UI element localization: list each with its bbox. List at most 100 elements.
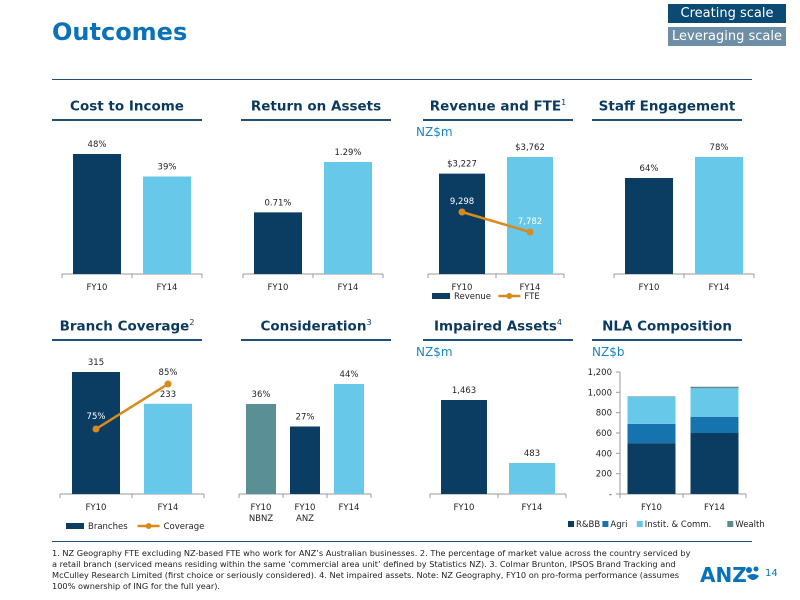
bar — [143, 176, 191, 274]
data-label: 233 — [160, 390, 176, 400]
y-tick-label: 400 — [596, 449, 612, 459]
footnote-divider — [52, 541, 752, 542]
bar — [509, 462, 555, 494]
data-label: 27% — [296, 413, 315, 423]
y-tick-label: 1,000 — [588, 388, 612, 398]
data-label: 48% — [88, 140, 107, 150]
anz-logo: ANZ — [700, 563, 747, 587]
bar — [695, 157, 743, 274]
panel-title-rule — [423, 339, 573, 341]
legend-label: Instit. & Comm. — [645, 520, 711, 530]
line-point — [526, 228, 534, 236]
x-tick-label: FY14 — [157, 283, 178, 293]
y-tick-label: 200 — [596, 470, 612, 480]
bar — [73, 154, 121, 274]
panel-title-rule — [592, 119, 742, 121]
legend-swatch — [636, 521, 643, 527]
badge-leveraging-scale[interactable]: Leveraging scale — [668, 27, 786, 46]
legend-label: FTE — [524, 292, 539, 302]
unit-label: NZ$b — [592, 345, 625, 359]
x-tick-label: FY10 — [452, 283, 473, 293]
footnote: 1. NZ Geography FTE excluding NZ-based F… — [52, 548, 691, 591]
panel-title: Consideration3 — [260, 318, 372, 335]
legend-marker — [506, 293, 513, 299]
legend-label: Wealth — [735, 520, 764, 530]
x-tick-label: ANZ — [296, 514, 314, 524]
data-label: $3,227 — [447, 160, 477, 170]
y-tick-label: 1,200 — [588, 368, 612, 378]
bar-agri — [690, 416, 739, 433]
bar — [246, 404, 276, 494]
legend-swatch — [66, 523, 84, 529]
panel-title-rule — [241, 339, 391, 341]
line-data-label: 85% — [159, 368, 178, 378]
data-label: 36% — [252, 390, 271, 400]
unit-label: NZ$m — [416, 345, 453, 359]
panel-title-rule — [52, 119, 202, 121]
x-tick-label: NBNZ — [249, 514, 274, 524]
x-tick-label: FY10 — [454, 503, 475, 513]
bar-r-bb — [690, 433, 739, 494]
legend-label: Branches — [88, 522, 128, 532]
y-tick-label: 600 — [596, 429, 612, 439]
bar — [439, 173, 485, 274]
page-title: Outcomes — [52, 18, 188, 46]
x-tick-label: FY14 — [522, 503, 543, 513]
panel-title: NLA Composition — [602, 318, 732, 335]
legend-swatch — [432, 293, 450, 299]
bar-instit-comm- — [627, 396, 676, 424]
bar — [334, 384, 364, 494]
bar-instit-comm- — [690, 388, 739, 417]
x-tick-label: FY14 — [158, 503, 179, 513]
bar — [441, 400, 487, 494]
panel-title: Impaired Assets4 — [434, 318, 562, 335]
data-label: 39% — [158, 163, 177, 173]
x-tick-label: FY10 — [641, 503, 662, 513]
bar — [625, 178, 673, 274]
bar — [324, 162, 372, 274]
panel-title-rule — [52, 339, 202, 341]
panel-title: Staff Engagement — [598, 98, 736, 115]
x-tick-label: FY10 — [87, 283, 108, 293]
badge-creating-scale[interactable]: Creating scale — [668, 4, 786, 23]
bar — [254, 212, 302, 274]
panel-title: Revenue and FTE1 — [429, 98, 567, 115]
panel-title-rule — [592, 339, 742, 341]
y-tick-label: 800 — [596, 409, 612, 419]
bar — [144, 403, 192, 494]
bar — [507, 157, 553, 274]
line-series — [461, 210, 531, 234]
line-data-label: 7,782 — [518, 217, 542, 227]
x-tick-label: FY10 — [86, 503, 107, 513]
line-point — [164, 380, 172, 388]
bar-wealth — [627, 396, 676, 397]
x-tick-label: FY10 — [268, 283, 289, 293]
legend-swatch — [727, 521, 734, 527]
x-tick-label: FY14 — [709, 283, 730, 293]
x-tick-label: FY14 — [520, 283, 541, 293]
panel-title: Cost to Income — [70, 98, 184, 115]
legend-label: Agri — [610, 520, 627, 530]
bar-r-bb — [627, 443, 676, 494]
data-label: 0.71% — [264, 198, 291, 208]
panel-title-rule — [423, 119, 573, 121]
data-label: $3,762 — [515, 143, 545, 153]
legend-swatch — [602, 521, 609, 527]
line-point — [458, 208, 466, 216]
data-label: 315 — [88, 358, 104, 368]
x-tick-label: FY14 — [338, 283, 359, 293]
line-data-label: 75% — [87, 412, 106, 422]
legend-label: Revenue — [454, 292, 491, 302]
bar — [72, 372, 120, 494]
legend-label: R&BB — [576, 520, 600, 530]
anz-logo-icon — [746, 566, 759, 580]
panel-title: Return on Assets — [250, 98, 382, 115]
data-label: 1,463 — [452, 386, 476, 396]
data-label: 64% — [640, 164, 659, 174]
bar-wealth — [690, 386, 739, 389]
x-tick-label: FY10 — [639, 283, 660, 293]
page-number: 14 — [765, 568, 778, 579]
data-label: 44% — [340, 370, 359, 380]
x-tick-label: FY10 — [251, 503, 272, 513]
